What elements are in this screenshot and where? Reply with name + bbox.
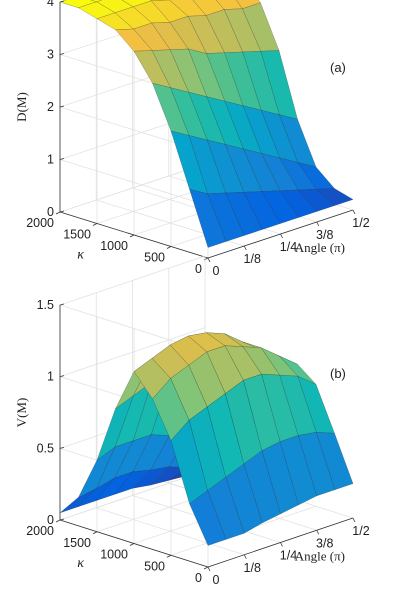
y-tick bbox=[92, 223, 98, 226]
y-tick bbox=[166, 554, 172, 558]
z-tick-label: 3 bbox=[47, 48, 54, 62]
surface-patch bbox=[315, 188, 354, 206]
y-tick bbox=[55, 211, 61, 215]
y-tick bbox=[55, 519, 61, 523]
x-tick-label: 1/8 bbox=[244, 252, 261, 266]
z-tick-label: 1 bbox=[47, 370, 54, 384]
z-tick-label: 1 bbox=[47, 153, 54, 167]
x-tick-label: 1/4 bbox=[280, 240, 297, 254]
z-tick bbox=[59, 158, 65, 160]
x-tick bbox=[280, 542, 283, 547]
x-tick bbox=[243, 554, 247, 559]
x-tick-label: 3/8 bbox=[316, 536, 333, 550]
x-tick-label: 0 bbox=[213, 264, 220, 278]
x-tick bbox=[352, 517, 356, 523]
y-tick-label: 1500 bbox=[63, 536, 91, 550]
z-tick bbox=[59, 375, 65, 378]
y-tick-label: 1000 bbox=[100, 239, 128, 253]
z-tick-label: 0 bbox=[47, 205, 54, 219]
panel-b-surface-plot: 01/81/43/81/2050010001500200000.511.5Ang… bbox=[14, 255, 370, 587]
x-tick-label: 1/2 bbox=[352, 216, 369, 230]
y-axis-label: κ bbox=[77, 248, 84, 263]
y-tick bbox=[92, 531, 98, 535]
y-axis-label: κ bbox=[77, 556, 84, 571]
z-axis-label: D(M) bbox=[14, 92, 29, 122]
surface-patch bbox=[316, 432, 354, 490]
y-tick-label: 0 bbox=[195, 262, 202, 276]
y-tick bbox=[166, 246, 172, 249]
x-tick bbox=[207, 566, 211, 572]
x-tick bbox=[352, 209, 356, 215]
z-tick-label: 0 bbox=[47, 513, 54, 527]
z-tick bbox=[59, 303, 65, 306]
x-axis-label: Angle (π) bbox=[295, 240, 345, 255]
y-tick-label: 0 bbox=[195, 571, 202, 585]
y-tick bbox=[129, 234, 135, 238]
x-axis-label: Angle (π) bbox=[295, 549, 345, 564]
x-tick bbox=[316, 221, 320, 227]
z-tick bbox=[59, 0, 65, 3]
y-tick-label: 500 bbox=[144, 559, 165, 573]
panel-label-a: (a) bbox=[330, 60, 346, 75]
z-tick-label: 1.5 bbox=[37, 298, 54, 312]
x-tick-label: 1/8 bbox=[244, 561, 261, 575]
surface-patch bbox=[90, 0, 103, 2]
x-tick-label: 1/2 bbox=[352, 524, 369, 538]
z-tick bbox=[59, 53, 65, 55]
z-tick bbox=[59, 210, 65, 213]
y-tick-label: 1500 bbox=[63, 228, 91, 242]
x-tick bbox=[207, 257, 211, 263]
y-tick-label: 500 bbox=[144, 251, 165, 265]
z-tick bbox=[59, 105, 65, 108]
z-tick-label: 4 bbox=[47, 0, 54, 9]
panel-a-surface-plot: 01/81/43/81/2050010001500200001234Angle … bbox=[14, 0, 370, 278]
z-tick bbox=[59, 518, 65, 521]
x-tick-label: 1/4 bbox=[280, 549, 297, 563]
x-tick-label: 3/8 bbox=[316, 228, 333, 242]
z-tick bbox=[59, 446, 65, 449]
z-tick-label: 0.5 bbox=[37, 441, 54, 455]
y-tick-label: 1000 bbox=[100, 548, 128, 562]
z-axis-label: V(M) bbox=[14, 398, 29, 428]
y-tick bbox=[129, 543, 135, 546]
z-tick-label: 2 bbox=[47, 100, 54, 114]
y-tick-label: 2000 bbox=[26, 524, 54, 538]
panel-label-b: (b) bbox=[330, 366, 346, 381]
y-tick bbox=[203, 566, 209, 570]
x-tick-label: 0 bbox=[213, 573, 220, 587]
y-tick-label: 2000 bbox=[26, 216, 54, 230]
x-tick bbox=[280, 233, 283, 239]
x-tick bbox=[316, 530, 320, 535]
x-tick bbox=[243, 245, 247, 251]
